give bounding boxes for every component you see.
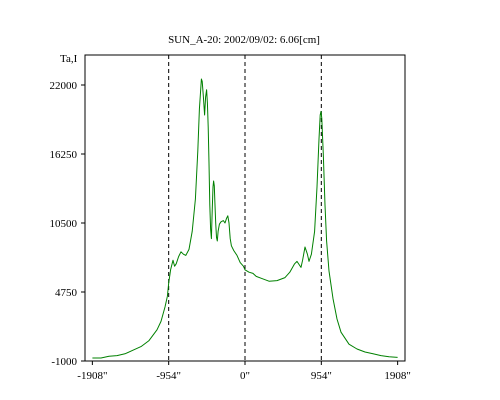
series-line — [92, 78, 398, 359]
x-tick-label: 0" — [240, 370, 250, 382]
y-tick-label: 16250 — [50, 149, 78, 161]
y-tick-label: 4750 — [55, 287, 78, 299]
x-tick-label: -954" — [156, 370, 181, 382]
x-tick-label: 954" — [311, 370, 332, 382]
chart-title: SUN_A-20: 2002/09/02: 6.06[cm] — [168, 34, 320, 46]
y-tick-label: -1000 — [51, 356, 77, 368]
y-ticks: -1000 4750 10500 16250 22000 — [50, 80, 85, 368]
x-tick-label: -1908" — [77, 370, 107, 382]
y-axis-label: Ta,I — [60, 53, 78, 65]
series-layer — [92, 78, 398, 359]
x-tick-label: 1908" — [384, 370, 411, 382]
vertical-reference-lines — [168, 55, 322, 361]
y-tick-label: 10500 — [50, 218, 78, 230]
x-ticks: -1908" -954" 0" 954" 1908" — [77, 361, 411, 382]
y-tick-label: 22000 — [50, 80, 78, 92]
